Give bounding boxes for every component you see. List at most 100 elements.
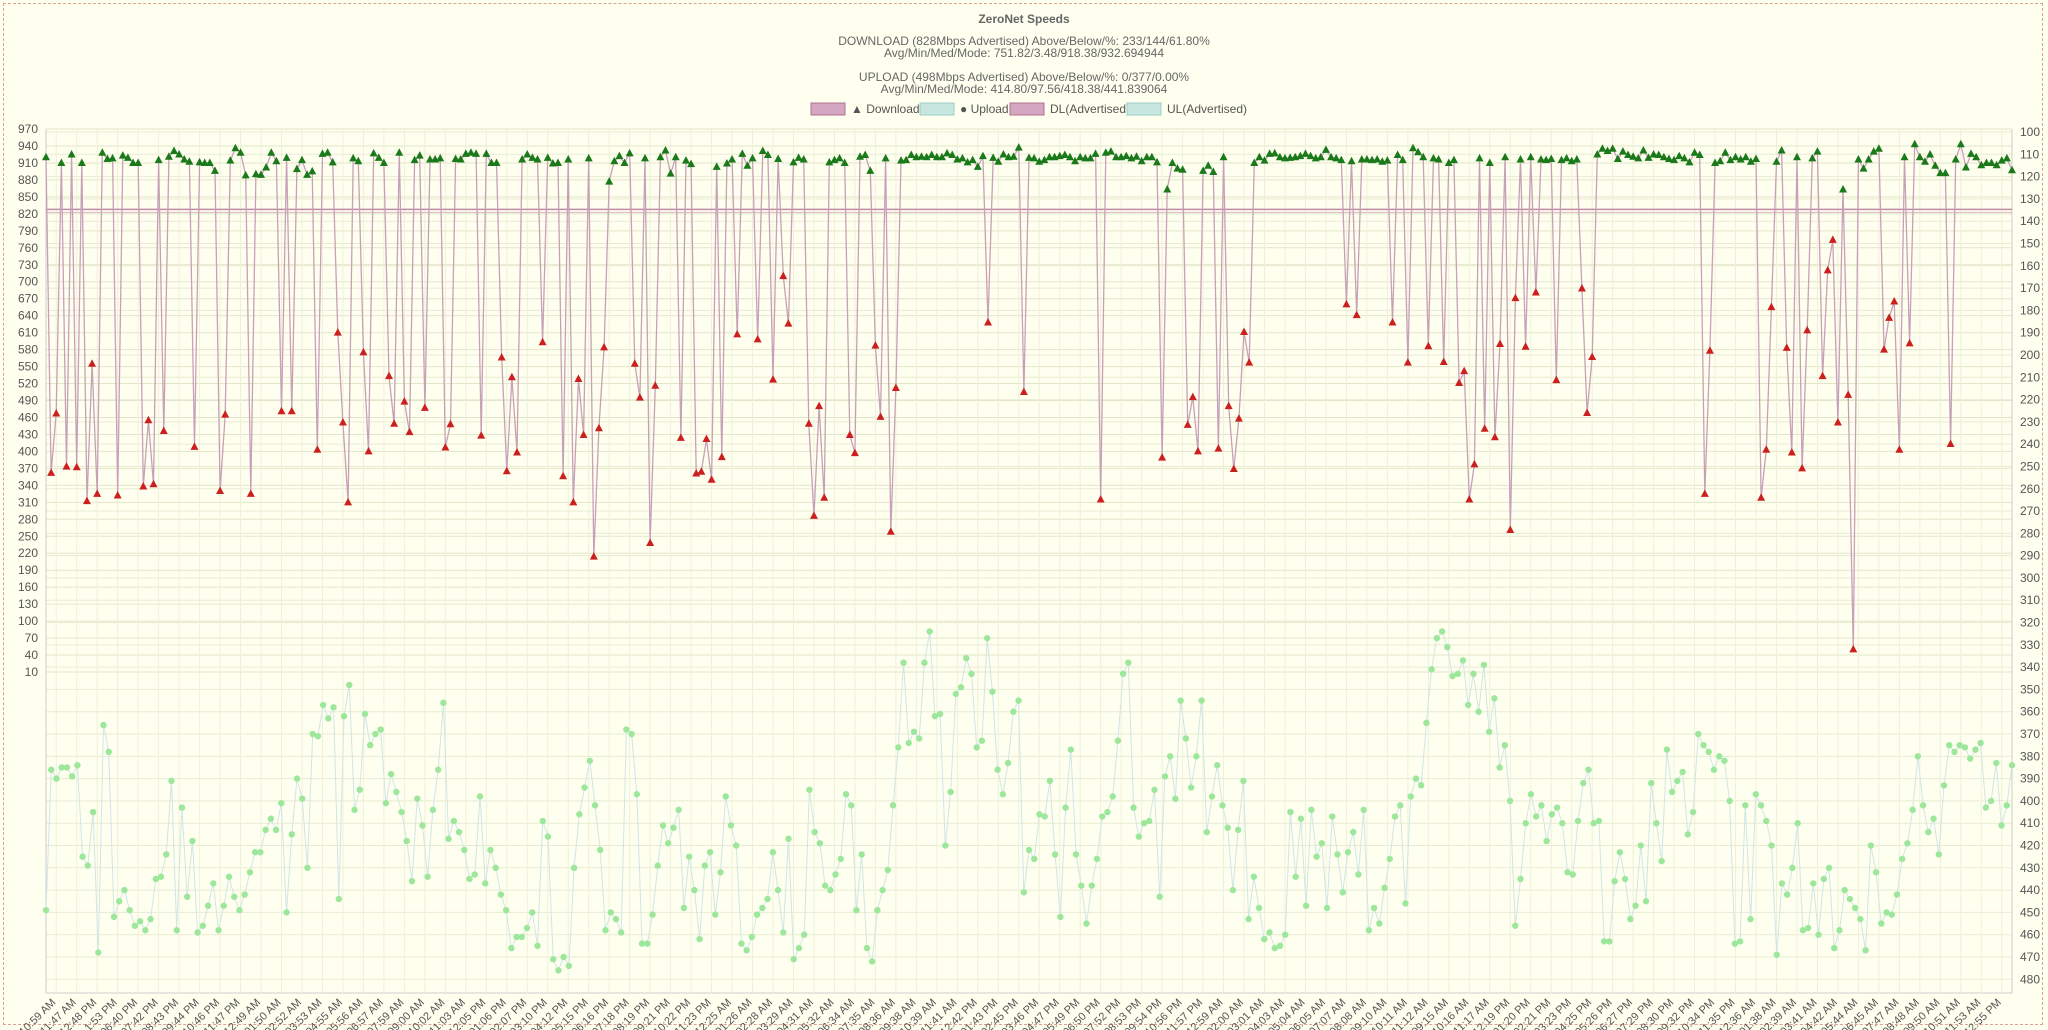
download-point: [282, 153, 291, 161]
download-point: [999, 149, 1008, 158]
upload-point: [827, 886, 834, 894]
y-left-tick-label: 460: [18, 410, 38, 424]
download-point: [338, 418, 347, 426]
upload-point: [685, 853, 693, 860]
download-point: [1183, 420, 1192, 428]
download-point: [1168, 158, 1177, 166]
download-point: [1321, 145, 1330, 153]
upload-point: [304, 864, 311, 872]
download-point: [1746, 157, 1755, 165]
download-point: [1490, 432, 1499, 441]
upload-point: [210, 880, 217, 887]
y-left-tick-label: 670: [18, 292, 38, 306]
download-point: [579, 430, 588, 439]
upload-point: [450, 817, 458, 825]
download-point: [1577, 284, 1586, 292]
upload-point: [915, 735, 923, 742]
upload-point: [1386, 855, 1393, 863]
y-left-tick-label: 220: [18, 546, 38, 560]
upload-point: [1323, 904, 1331, 912]
download-point: [1798, 463, 1807, 472]
upload-point: [1611, 877, 1618, 885]
y-left-tick-label: 730: [18, 258, 38, 272]
download-point: [390, 419, 399, 427]
download-point: [707, 475, 716, 483]
upload-point: [879, 886, 886, 894]
download-point: [1040, 155, 1049, 164]
upload-point: [1067, 746, 1075, 753]
upload-point: [1930, 815, 1937, 822]
y-right-tick-label: 110: [2020, 147, 2039, 161]
upload-point: [272, 826, 280, 834]
upload-point: [1031, 855, 1038, 863]
download-point: [538, 337, 547, 346]
download-point: [241, 170, 250, 179]
upload-point: [1810, 880, 1817, 887]
upload-point: [126, 906, 133, 914]
download-point: [1905, 338, 1914, 347]
download-point: [410, 155, 419, 164]
upload-point: [1606, 938, 1613, 945]
download-point: [1613, 154, 1622, 162]
download-point: [1444, 158, 1453, 166]
download-point: [2002, 153, 2011, 162]
download-point: [733, 329, 742, 338]
download-point: [1915, 152, 1924, 161]
upload-point: [785, 835, 792, 843]
upload-point: [262, 826, 269, 834]
download-point: [1393, 150, 1402, 159]
upload-point: [492, 864, 499, 872]
upload-point: [581, 784, 588, 791]
download-point: [513, 448, 522, 456]
download-point: [1275, 152, 1284, 161]
y-right-tick-label: 350: [2020, 682, 2040, 696]
upload-point: [1684, 831, 1692, 838]
download-point: [584, 153, 593, 162]
upload-point: [670, 824, 677, 831]
upload-point: [576, 811, 583, 818]
legend-label: DL(Advertised): [1050, 102, 1130, 116]
download-point: [1956, 139, 1965, 148]
y-right-tick-label: 390: [2020, 772, 2040, 786]
upload-point: [942, 842, 949, 849]
upload-point: [900, 659, 907, 666]
y-right-tick-label: 330: [2020, 638, 2040, 652]
upload-point: [1517, 875, 1524, 883]
upload-point: [1496, 764, 1503, 771]
upload-point: [1344, 849, 1352, 856]
upload-point: [1768, 842, 1775, 849]
upload-point: [1146, 817, 1153, 825]
upload-point: [1972, 746, 1979, 753]
download-point: [728, 155, 737, 163]
download-point: [129, 158, 138, 166]
download-point: [958, 153, 967, 162]
upload-point: [1736, 938, 1744, 945]
upload-point: [1637, 842, 1644, 849]
upload-point: [429, 806, 437, 814]
download-point: [1255, 152, 1264, 161]
y-right-tick-label: 400: [2020, 794, 2040, 808]
upload-point: [1961, 744, 1969, 751]
upload-point: [680, 904, 688, 912]
upload-point: [1020, 889, 1027, 896]
upload-point: [1433, 634, 1441, 642]
upload-point: [1046, 777, 1054, 785]
upload-point: [1726, 797, 1733, 805]
download-point: [1173, 164, 1182, 172]
download-point: [646, 538, 655, 547]
chart-legend[interactable]: ▲ Download ● Upload DL(Advertised) UL(Adver…: [810, 102, 1247, 116]
download-point: [1137, 156, 1146, 165]
upload-point: [1909, 806, 1916, 814]
upload-point: [278, 799, 285, 807]
download-point: [1705, 346, 1714, 354]
upload-point: [1072, 851, 1080, 858]
download-point: [1690, 148, 1699, 156]
download-point: [1234, 414, 1243, 422]
upload-point: [1355, 871, 1362, 878]
upload-point: [163, 851, 170, 858]
upload-point: [1480, 661, 1488, 669]
upload-point: [910, 728, 918, 735]
upload-point: [1193, 753, 1200, 760]
upload-point: [1229, 886, 1237, 894]
download-point: [1199, 166, 1208, 174]
